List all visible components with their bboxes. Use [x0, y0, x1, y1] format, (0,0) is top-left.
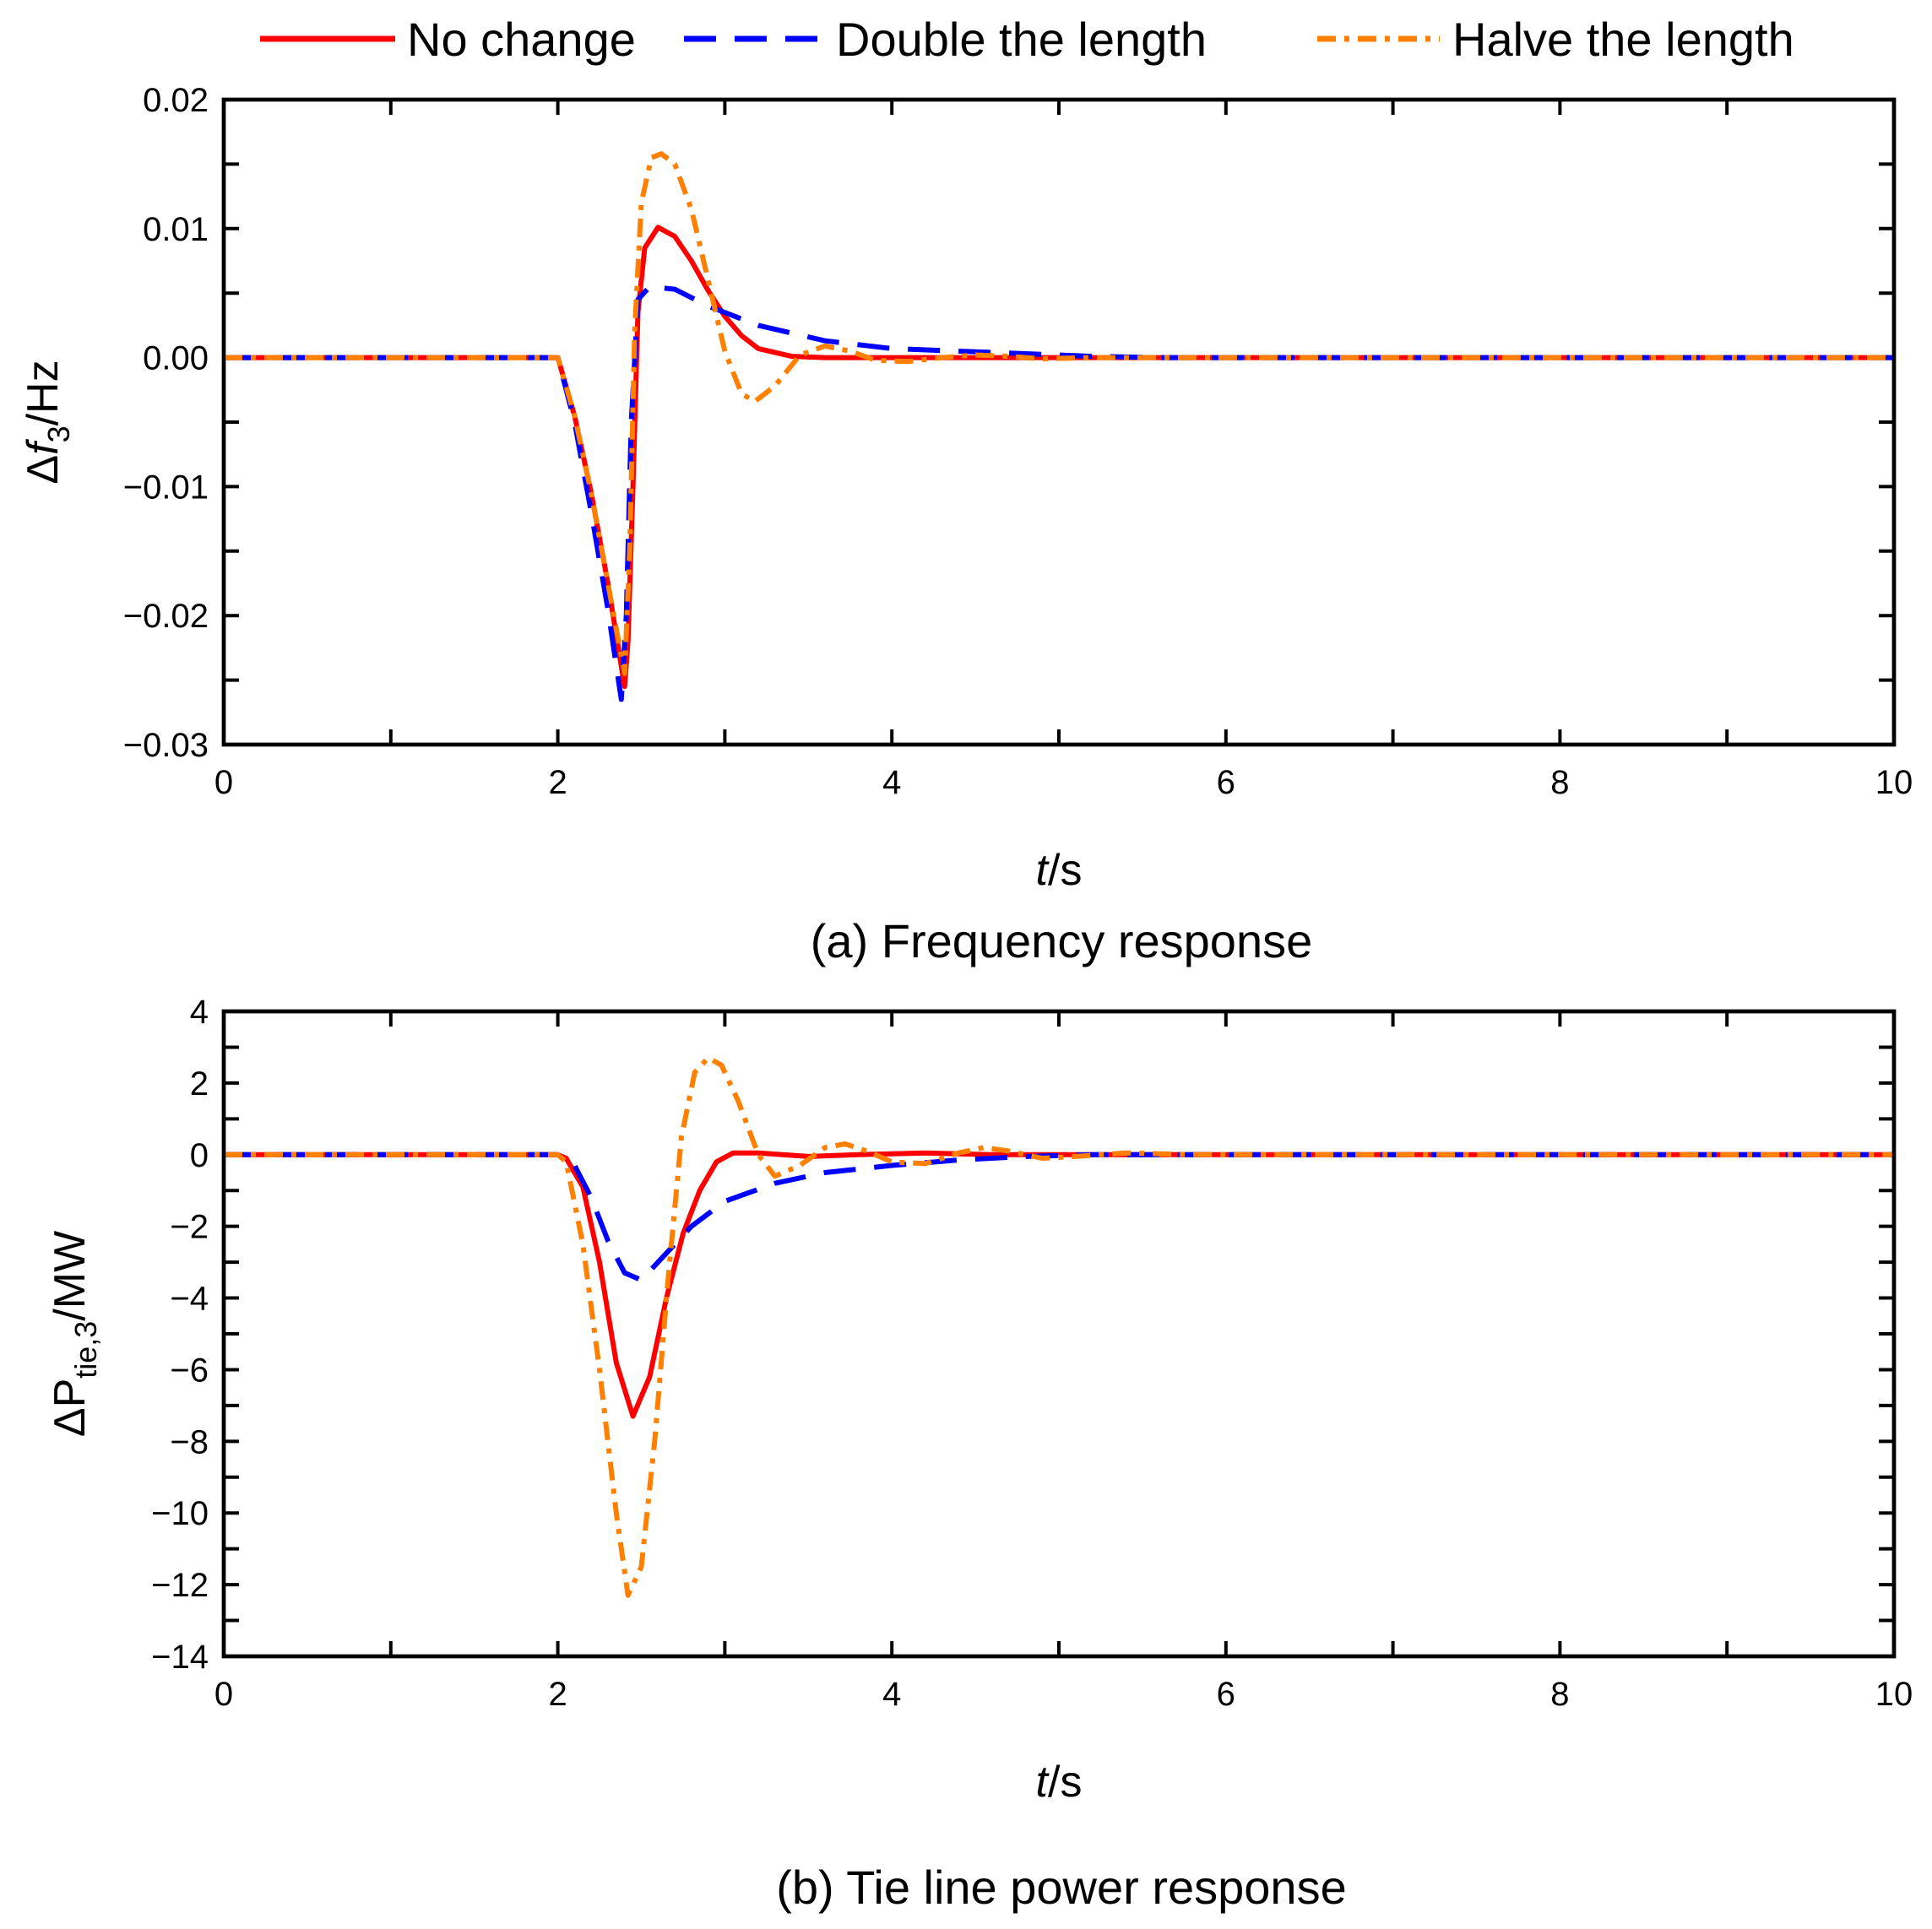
x-tick-label: 4	[882, 764, 901, 801]
y-tick-label: −0.01	[123, 469, 209, 506]
y-tick-label: −4	[170, 1281, 209, 1318]
y-tick-label: 0	[190, 1137, 209, 1174]
y-tick-label: 4	[190, 994, 209, 1031]
y-axis-title-suffix: /MW	[46, 1231, 95, 1321]
y-axis-title-prefix: Δ	[19, 455, 68, 485]
series-double-line	[224, 1151, 1894, 1283]
series-lines	[224, 1055, 1894, 1598]
x-tick-label: 4	[882, 1676, 901, 1713]
y-tick-label: −0.03	[123, 727, 209, 764]
y-tick-label: −0.02	[123, 598, 209, 635]
x-tick-labels: 0 2 4 6 8 10	[214, 764, 1913, 801]
plot-frame	[221, 97, 1897, 747]
y-tick-label: 2	[190, 1065, 209, 1103]
x-axis-title-rest: /s	[1048, 1758, 1082, 1807]
y-tick-labels: −14 −12 −10 −8 −6 −4 −2 0 2 4	[151, 994, 209, 1676]
y-axis-title: Δf3/Hz	[19, 360, 76, 484]
y-axis-title-italic: f	[19, 439, 68, 455]
plot-frame	[221, 1009, 1897, 1659]
x-tick-label: 0	[214, 1676, 233, 1713]
tick-marks	[222, 1010, 1896, 1658]
y-tick-label: −12	[151, 1567, 209, 1604]
x-axis-title-italic: t	[1036, 846, 1050, 895]
x-tick-label: 6	[1217, 764, 1235, 801]
x-axis-title-italic: t	[1036, 1758, 1050, 1807]
x-axis-title-rest: /s	[1048, 846, 1082, 895]
x-axis-title: t/s	[1036, 1758, 1083, 1807]
x-tick-label: 2	[548, 764, 567, 801]
legend: No change Double the length Halve the le…	[260, 13, 1794, 66]
y-tick-label: −2	[170, 1209, 209, 1246]
series-no-change-line	[224, 225, 1894, 690]
legend-label-double: Double the length	[836, 13, 1207, 66]
legend-label-no-change: No change	[407, 13, 636, 66]
x-tick-label: 2	[548, 1676, 567, 1713]
plot-frame-top	[221, 97, 1897, 747]
x-tick-label: 8	[1550, 1676, 1569, 1713]
x-tick-labels: 0 2 4 6 8 10	[214, 1676, 1913, 1713]
series-halve-line	[224, 151, 1894, 676]
y-axis-title-prefix: ΔP	[46, 1379, 95, 1437]
x-axis-title: t/s	[1036, 846, 1083, 895]
caption-a: (a) Frequency response	[811, 914, 1313, 967]
y-axis-title-sub: 3	[41, 425, 76, 442]
series-halve-line	[224, 1055, 1894, 1598]
y-tick-label: 0.00	[143, 340, 209, 377]
x-tick-label: 6	[1217, 1676, 1235, 1713]
y-axis-title-suffix: /Hz	[19, 360, 68, 425]
x-tick-label: 10	[1875, 764, 1913, 801]
series-lines	[224, 151, 1894, 702]
x-tick-label: 0	[214, 764, 233, 801]
frequency-response-panel: −0.03−0.02−0.010.000.010.02 0 2 4 6 8 10 Δf3/…	[19, 82, 1913, 967]
caption-b: (b) Tie line power response	[776, 1861, 1346, 1914]
y-tick-label: 0.02	[143, 82, 209, 119]
plot-frame-top	[221, 1009, 1897, 1659]
x-tick-label: 8	[1550, 764, 1569, 801]
y-tick-label: −14	[151, 1639, 209, 1676]
x-tick-label: 10	[1875, 1676, 1913, 1713]
y-tick-label: −6	[170, 1352, 209, 1389]
y-axis-title: ΔPtie,3/MW	[46, 1231, 103, 1437]
y-tick-label: −8	[170, 1423, 209, 1460]
series-no-change-line	[224, 1150, 1894, 1419]
series-double-line	[224, 284, 1894, 702]
tick-marks	[222, 98, 1896, 746]
y-tick-label: 0.01	[143, 211, 209, 248]
y-axis-title-sub: tie,3	[68, 1321, 103, 1379]
legend-label-halve: Halve the length	[1452, 13, 1794, 66]
y-tick-label: −10	[151, 1495, 209, 1532]
y-tick-labels: −0.03 −0.02 −0.01 0.00 0.01 0.02	[123, 82, 209, 764]
